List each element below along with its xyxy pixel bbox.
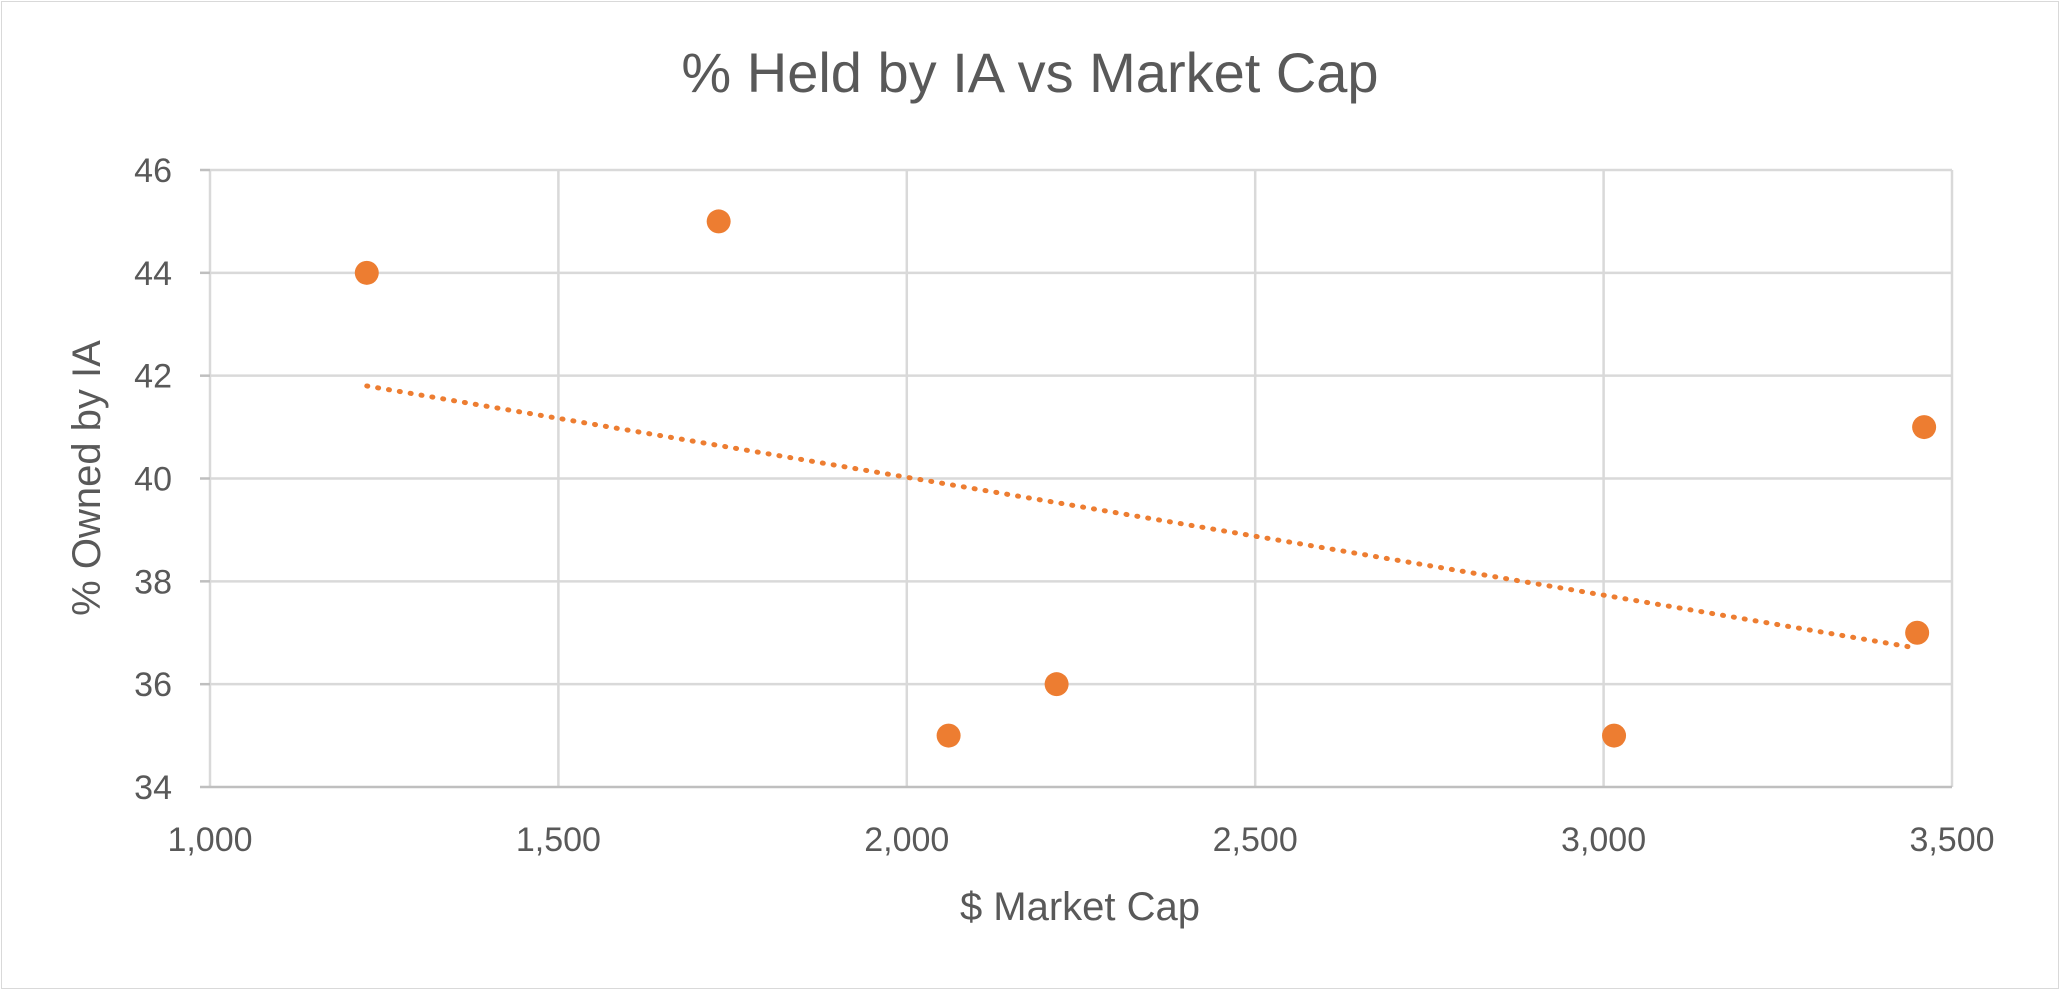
x-tick-label: 2,000 bbox=[864, 821, 949, 859]
y-axis-title: % Owned by IA bbox=[65, 340, 109, 616]
data-point bbox=[936, 723, 961, 748]
data-point bbox=[1905, 620, 1930, 645]
y-tick-label: 44 bbox=[134, 255, 172, 293]
trendline-group bbox=[364, 383, 1920, 651]
x-axis-title: $ Market Cap bbox=[960, 885, 1200, 929]
x-tick-label: 1,000 bbox=[167, 821, 252, 859]
y-tick-label: 46 bbox=[134, 152, 172, 190]
data-point bbox=[1912, 415, 1937, 440]
y-tick-label: 42 bbox=[134, 358, 172, 396]
y-tick-label: 38 bbox=[134, 563, 172, 601]
chart-title: % Held by IA vs Market Cap bbox=[681, 41, 1378, 104]
gridlines bbox=[208, 168, 1954, 787]
x-tick-labels: 1,000 1,500 2,000 2,500 3,000 3,500 bbox=[167, 821, 1994, 859]
axes bbox=[200, 168, 1952, 789]
data-point bbox=[1044, 672, 1069, 697]
y-tick-labels: 34 36 38 40 42 44 46 bbox=[134, 152, 172, 807]
data-point bbox=[1602, 723, 1627, 748]
data-points bbox=[354, 209, 1937, 748]
y-tick-label: 36 bbox=[134, 666, 172, 704]
x-tick-label: 3,500 bbox=[1909, 821, 1994, 859]
x-tick-label: 3,000 bbox=[1561, 821, 1646, 859]
trendline bbox=[364, 383, 1920, 651]
y-tick-label: 40 bbox=[134, 461, 172, 499]
x-tick-label: 2,500 bbox=[1213, 821, 1298, 859]
x-tick-label: 1,500 bbox=[516, 821, 601, 859]
data-point bbox=[706, 209, 731, 234]
data-point bbox=[354, 260, 379, 285]
y-tick-label: 34 bbox=[134, 769, 172, 807]
